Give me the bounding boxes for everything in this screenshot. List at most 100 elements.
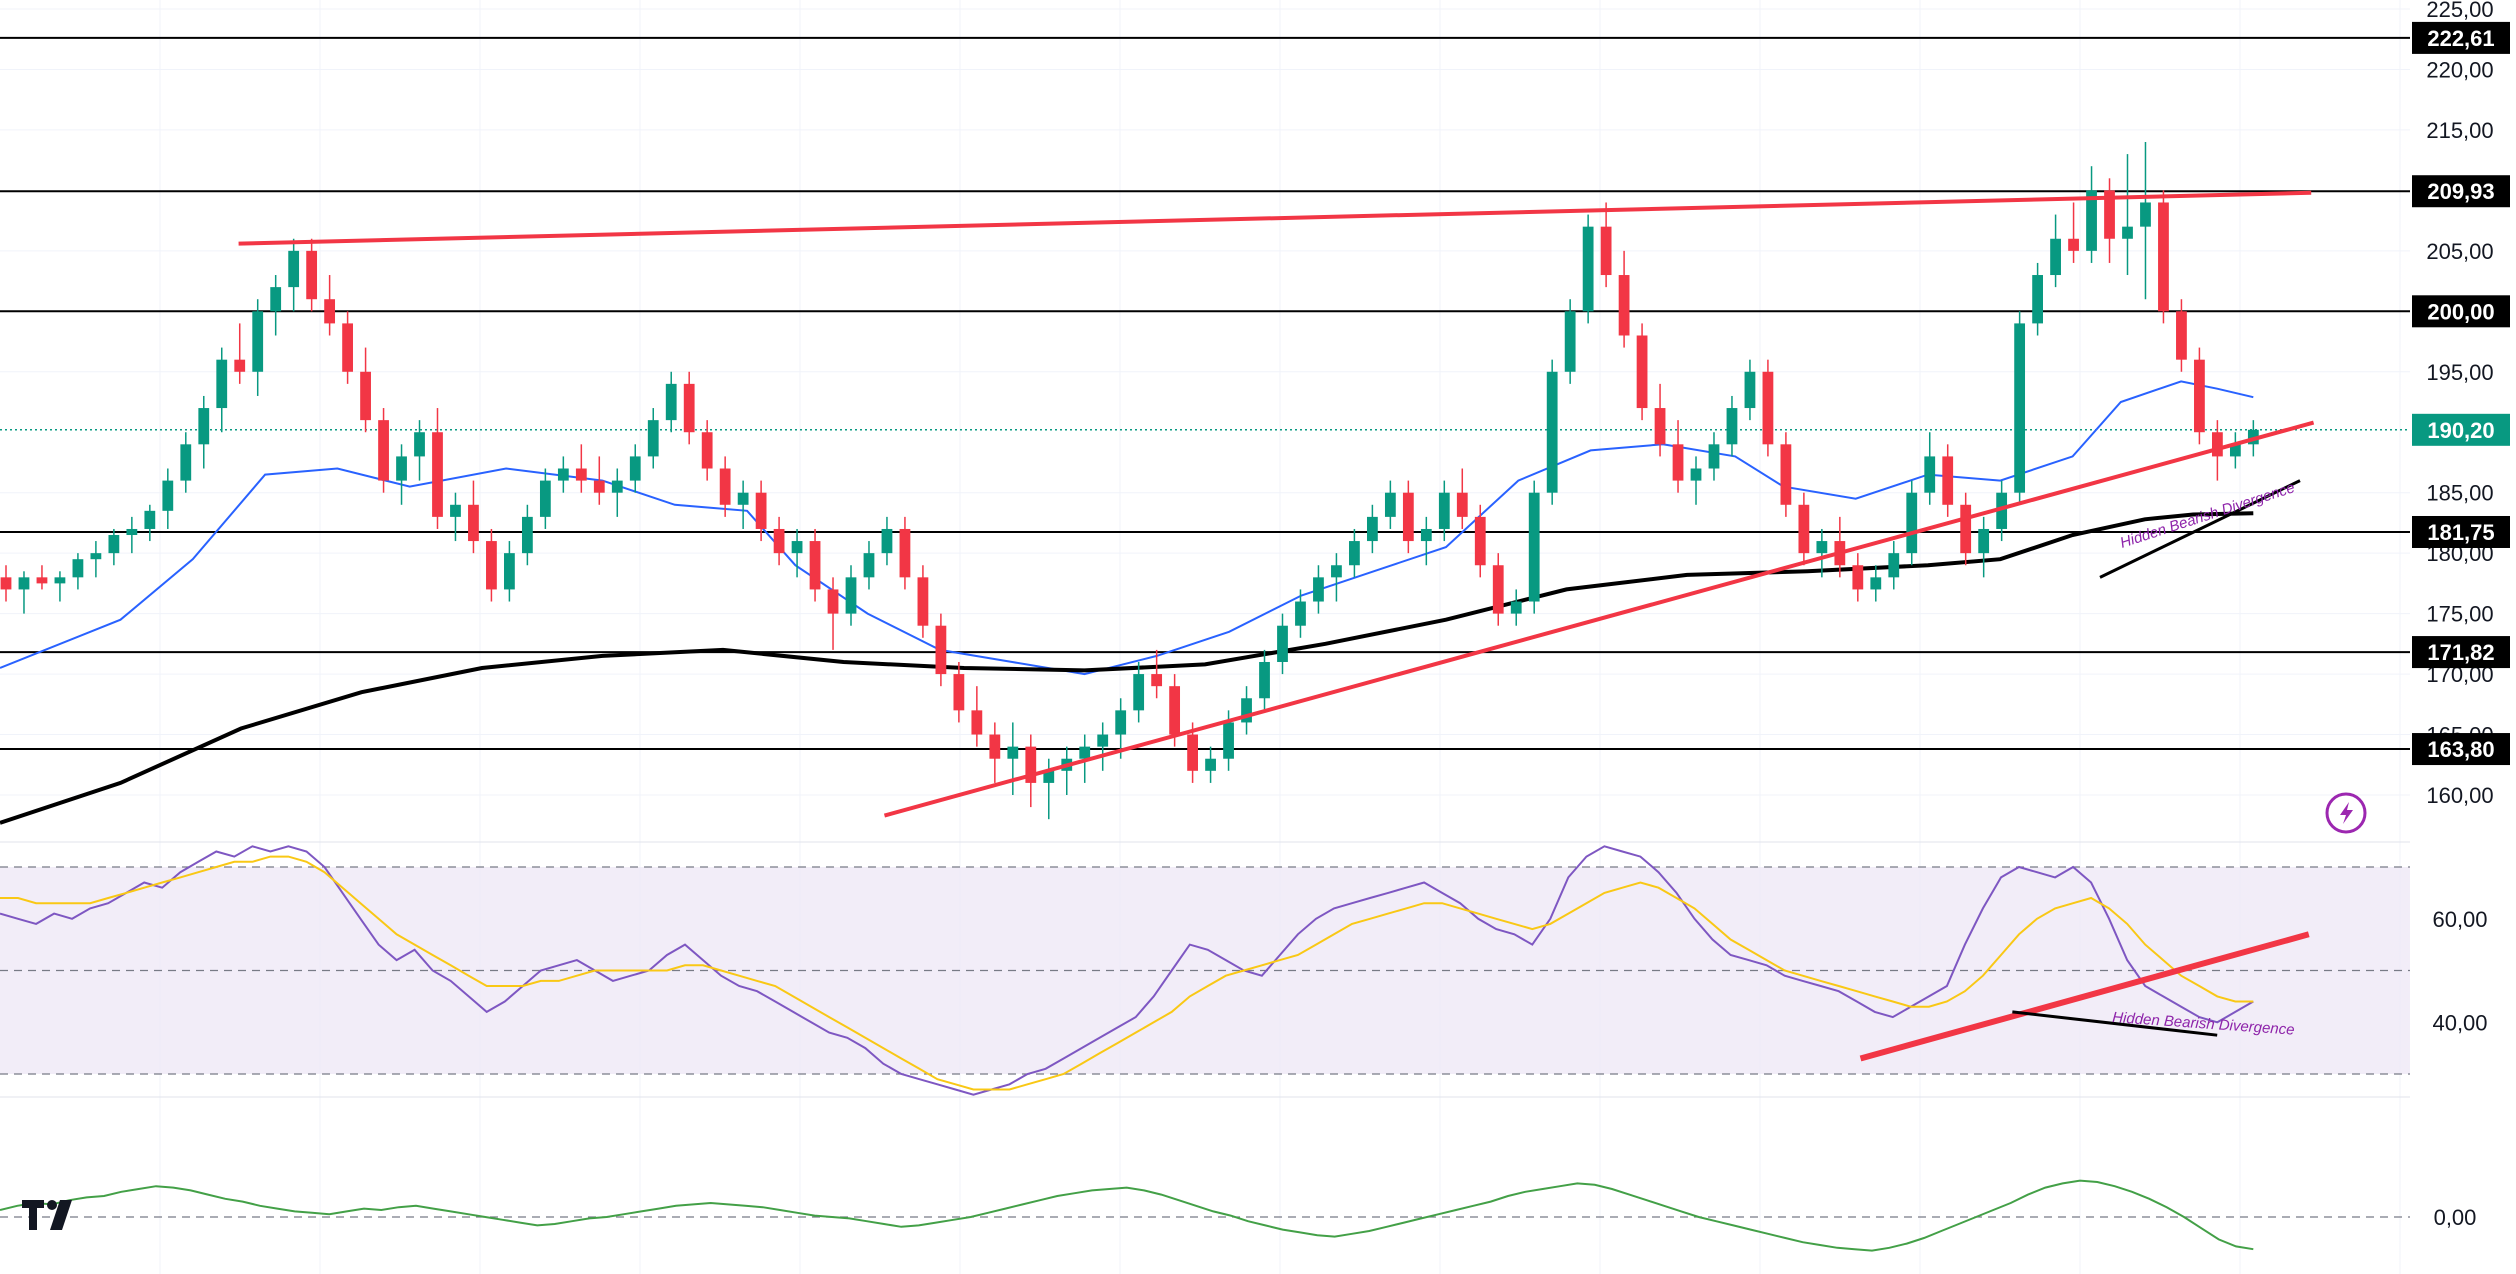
candle-body — [108, 535, 120, 554]
candle — [593, 456, 605, 505]
candle — [2086, 166, 2097, 263]
candle-body — [288, 250, 300, 288]
current-price-badge-bg — [2412, 413, 2510, 446]
candle — [1762, 359, 1774, 457]
candle-body — [198, 408, 210, 445]
candle — [1996, 480, 2008, 542]
rsi-line — [0, 845, 2254, 1096]
candle-body — [2050, 238, 2061, 276]
candle-body — [1474, 516, 1486, 566]
candle-body — [1726, 408, 1738, 445]
candle — [575, 444, 587, 493]
candle — [1259, 649, 1270, 711]
black-ma-line — [0, 511, 2254, 825]
candle — [360, 347, 371, 433]
candle — [773, 516, 785, 566]
candle-body — [845, 577, 857, 614]
candle-body — [917, 577, 929, 626]
candle-body — [1708, 444, 1720, 469]
candle-body — [1241, 698, 1252, 723]
candle — [1690, 456, 1702, 505]
candle-body — [2104, 190, 2115, 239]
candle-body — [2122, 226, 2133, 239]
candle-body — [1420, 528, 1432, 542]
candle-body — [1852, 565, 1864, 590]
candle-body — [1618, 275, 1630, 336]
candle-body — [1456, 492, 1468, 517]
tradingview-logo[interactable] — [22, 1200, 72, 1230]
candle-body — [611, 480, 623, 493]
moving-averages — [0, 380, 2254, 825]
candle-body — [1402, 492, 1414, 542]
candle-body — [1888, 553, 1900, 578]
candle-body — [809, 541, 821, 590]
candle-body — [1025, 746, 1037, 783]
candle — [2104, 178, 2115, 263]
candle — [1528, 480, 1540, 614]
candle-body — [1636, 335, 1648, 409]
candle-body — [1169, 686, 1181, 735]
candle-body — [719, 468, 731, 505]
price-level-badge-text: 200,00 — [2427, 299, 2494, 324]
oscillator-line — [0, 1179, 2254, 1252]
price-level-badge-text: 163,80 — [2427, 737, 2494, 762]
candle — [180, 432, 192, 493]
candle — [809, 528, 821, 602]
price-tick-label: 220,00 — [2426, 57, 2493, 82]
support-trendline — [883, 420, 2315, 818]
candle — [1151, 649, 1163, 699]
candle — [72, 553, 84, 590]
candle — [845, 565, 857, 626]
candle-body — [899, 528, 911, 578]
candle-body — [162, 480, 174, 511]
candle-body — [701, 432, 713, 469]
candle-body — [1277, 625, 1288, 662]
candle — [1744, 359, 1756, 421]
candle-body — [126, 528, 138, 536]
price-tick-label: 175,00 — [2426, 602, 2493, 627]
flash-icon[interactable] — [2325, 792, 2367, 834]
candle — [216, 347, 228, 433]
candle-body — [90, 553, 102, 560]
candle-body — [36, 577, 48, 584]
candle-body — [396, 456, 407, 481]
candle — [432, 408, 443, 529]
candle — [1816, 528, 1828, 578]
price-axis[interactable]: 225,00220,00215,00205,00195,00185,00180,… — [2410, 0, 2516, 1274]
candle-body — [1115, 710, 1127, 735]
candle-body — [486, 541, 497, 590]
candle-body — [1097, 734, 1109, 747]
candle-body — [1996, 492, 2008, 529]
candle — [36, 565, 48, 590]
candle-body — [1942, 456, 1954, 505]
candle — [557, 456, 569, 493]
candle — [971, 686, 983, 747]
candle-body — [971, 710, 983, 735]
candle-body — [2140, 202, 2151, 227]
candle — [647, 408, 659, 469]
price-level-badge: 209,93 — [2412, 175, 2510, 208]
current-price-badge-text: 190,20 — [2427, 418, 2494, 443]
candle-body — [2068, 238, 2079, 251]
price-level-badge-bg — [2412, 295, 2510, 328]
candle-body — [1654, 408, 1666, 445]
candle — [539, 468, 551, 529]
candle — [1492, 553, 1504, 626]
candle — [881, 516, 893, 566]
candle-body — [216, 359, 228, 409]
candle-body — [521, 516, 533, 554]
candle-body — [1133, 674, 1145, 711]
candle — [737, 480, 749, 529]
candle-body — [1600, 226, 1612, 276]
candle-body — [1151, 674, 1163, 687]
candle-body — [2158, 202, 2169, 312]
candle — [1331, 553, 1342, 602]
rsi-ma-line — [0, 855, 2254, 1091]
candle — [521, 504, 533, 566]
candle — [953, 661, 965, 723]
price-level-badge: 200,00 — [2412, 295, 2510, 328]
candle — [1277, 613, 1288, 675]
candle — [899, 516, 911, 590]
candle — [2014, 311, 2026, 505]
